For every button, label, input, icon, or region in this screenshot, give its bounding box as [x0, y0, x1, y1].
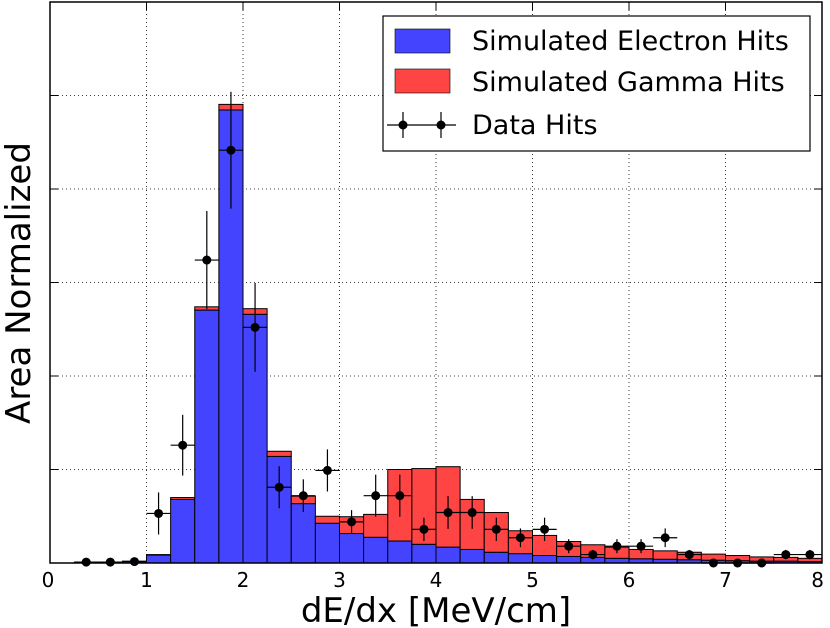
x-tick-label: 3: [333, 568, 346, 592]
x-tick-label: 1: [140, 568, 153, 592]
bar-electron: [194, 309, 220, 564]
data-point: [154, 508, 164, 518]
bar-electron: [387, 540, 413, 564]
bar-electron: [532, 555, 558, 564]
legend-marker-dot1: [398, 120, 408, 130]
data-point: [419, 524, 429, 534]
bar-electron: [339, 533, 365, 564]
data-point: [515, 533, 525, 543]
legend-label-gamma: Simulated Gamma Hits: [472, 67, 785, 98]
x-tick-label: 2: [237, 568, 250, 592]
data-point: [660, 533, 670, 543]
bar-gamma: [363, 513, 389, 538]
bar-electron: [363, 536, 389, 564]
data-point: [636, 541, 646, 551]
x-tick-label: 4: [430, 568, 443, 592]
x-tick-label: 7: [719, 568, 732, 592]
bar-electron: [435, 546, 461, 564]
data-point: [105, 557, 115, 567]
legend-swatch-gamma: [394, 68, 451, 94]
bar-gamma: [314, 515, 340, 524]
bar-electron: [483, 551, 509, 564]
data-point: [226, 145, 236, 155]
bar-gamma: [266, 450, 292, 457]
data-point: [395, 491, 405, 501]
data-point: [612, 541, 622, 551]
bar-electron: [411, 543, 437, 564]
legend: Simulated Electron Hits Simulated Gamma …: [382, 15, 811, 152]
x-tick-label: 6: [623, 568, 636, 592]
bar-electron: [290, 503, 316, 564]
x-tick-label: 8: [811, 568, 824, 592]
axis-ticks: 0 1 2 3 4 5 6 7 8: [42, 2, 824, 592]
data-point: [564, 541, 574, 551]
bar-electron: [507, 553, 533, 564]
bar-electron: [459, 548, 485, 564]
x-tick-label: 5: [526, 568, 539, 592]
y-axis-title: Area Normalized: [0, 142, 39, 424]
bar-electron: [170, 498, 196, 564]
data-point: [298, 491, 308, 501]
data-point: [347, 517, 357, 527]
data-point: [684, 550, 694, 560]
legend-label-electron: Simulated Electron Hits: [472, 26, 789, 57]
data-point: [371, 491, 381, 501]
data-point: [81, 557, 91, 567]
bar-gamma: [170, 497, 196, 500]
data-point: [443, 508, 453, 518]
bars: [73, 103, 823, 564]
bar-electron: [146, 554, 172, 564]
legend-swatch-electron: [394, 28, 451, 54]
data-point: [540, 524, 550, 534]
data-point: [250, 322, 260, 332]
data-point: [588, 550, 598, 560]
data-point: [467, 508, 477, 518]
data-points: [74, 91, 822, 568]
x-axis-title: dE/dx [MeV/cm]: [301, 591, 571, 628]
bar-electron: [556, 555, 582, 564]
data-point: [178, 440, 188, 450]
x-tick-label: 0: [42, 568, 55, 592]
bar-electron: [314, 522, 340, 564]
data-point: [129, 557, 139, 567]
data-point: [781, 550, 791, 560]
data-point: [274, 482, 284, 492]
data-point: [805, 550, 815, 560]
legend-box: [382, 15, 811, 152]
data-point: [322, 465, 332, 475]
legend-marker-dot2: [436, 120, 446, 130]
data-point: [202, 255, 212, 265]
legend-label-data: Data Hits: [472, 110, 598, 141]
data-point: [491, 524, 501, 534]
bar-gamma: [652, 550, 678, 560]
